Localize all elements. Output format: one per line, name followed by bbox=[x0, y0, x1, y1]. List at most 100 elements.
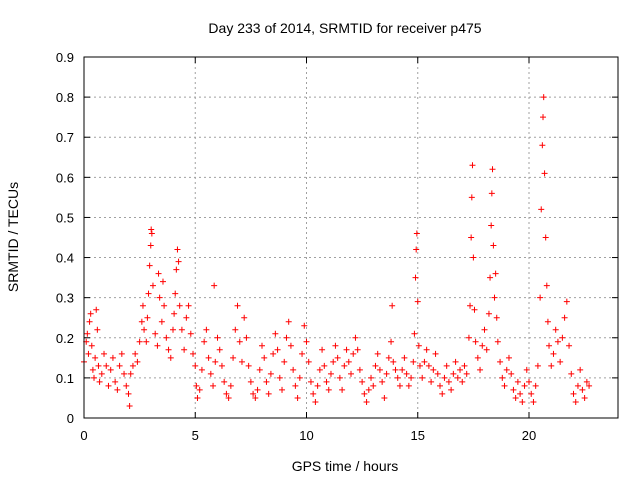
data-point bbox=[109, 354, 116, 361]
data-point bbox=[454, 374, 461, 381]
y-tick-label: 0.4 bbox=[56, 251, 74, 266]
data-point bbox=[98, 370, 105, 377]
data-point bbox=[474, 354, 481, 361]
data-point bbox=[583, 378, 590, 385]
data-point bbox=[287, 342, 294, 349]
data-point bbox=[230, 354, 237, 361]
data-point bbox=[483, 346, 490, 353]
data-point bbox=[149, 282, 156, 289]
data-point bbox=[159, 278, 166, 285]
data-point bbox=[86, 318, 93, 325]
x-tick-label: 5 bbox=[192, 428, 199, 443]
data-point bbox=[103, 362, 110, 369]
data-point bbox=[399, 366, 406, 373]
data-point bbox=[299, 350, 306, 357]
y-tick-label: 0.5 bbox=[56, 210, 74, 225]
y-tick-label: 0.8 bbox=[56, 90, 74, 105]
y-tick-labels: 0 0.1 0.2 0.3 0.4 0.5 0.6 0.7 0.8 0.9 bbox=[56, 50, 74, 426]
data-point bbox=[543, 282, 550, 289]
data-point bbox=[505, 354, 512, 361]
data-point bbox=[461, 362, 468, 369]
data-point bbox=[361, 390, 368, 397]
data-point bbox=[92, 354, 99, 361]
data-point bbox=[147, 242, 154, 249]
data-point bbox=[472, 338, 479, 345]
tick-marks bbox=[83, 56, 618, 419]
data-point bbox=[383, 370, 390, 377]
data-point bbox=[294, 394, 301, 401]
data-point bbox=[161, 302, 168, 309]
data-point bbox=[227, 382, 234, 389]
data-point bbox=[413, 230, 420, 237]
data-point bbox=[471, 306, 478, 313]
data-point bbox=[497, 358, 504, 365]
data-point bbox=[265, 390, 272, 397]
data-point bbox=[557, 358, 564, 365]
data-point bbox=[136, 338, 143, 345]
data-point bbox=[272, 330, 279, 337]
data-point bbox=[245, 362, 252, 369]
data-point bbox=[259, 342, 265, 349]
data-point bbox=[152, 330, 159, 337]
data-point bbox=[503, 366, 510, 373]
data-point bbox=[327, 370, 334, 377]
data-point bbox=[238, 358, 245, 365]
data-point bbox=[305, 358, 312, 365]
data-point bbox=[425, 362, 432, 369]
data-point bbox=[519, 398, 526, 405]
data-point bbox=[218, 362, 225, 369]
data-point bbox=[129, 362, 136, 369]
data-point bbox=[439, 390, 446, 397]
data-point bbox=[468, 194, 475, 201]
data-point bbox=[428, 378, 435, 385]
data-point bbox=[93, 306, 100, 313]
data-point bbox=[534, 362, 541, 369]
x-tick-label: 15 bbox=[411, 428, 425, 443]
data-point bbox=[526, 378, 532, 385]
data-point bbox=[134, 358, 141, 365]
x-tick-label: 20 bbox=[522, 428, 536, 443]
data-point bbox=[212, 358, 219, 365]
data-point bbox=[370, 382, 377, 389]
data-point bbox=[319, 346, 326, 353]
data-point bbox=[499, 374, 506, 381]
data-points bbox=[81, 94, 593, 409]
data-point bbox=[256, 366, 263, 373]
data-point bbox=[470, 254, 477, 261]
data-point bbox=[554, 338, 561, 345]
data-point bbox=[341, 362, 348, 369]
plot-frame bbox=[83, 56, 619, 419]
data-point bbox=[190, 350, 197, 357]
data-point bbox=[167, 354, 174, 361]
data-point bbox=[144, 314, 151, 321]
data-point bbox=[205, 354, 212, 361]
data-point bbox=[419, 374, 426, 381]
data-point bbox=[403, 370, 410, 377]
data-point bbox=[566, 342, 573, 349]
data-point bbox=[112, 378, 119, 385]
data-point bbox=[85, 350, 92, 357]
data-point bbox=[261, 354, 268, 361]
data-point bbox=[423, 346, 430, 353]
data-point bbox=[321, 362, 328, 369]
x-tick-labels: 0 5 10 15 20 bbox=[80, 428, 536, 443]
data-point bbox=[345, 358, 352, 365]
data-point bbox=[175, 258, 182, 265]
data-point bbox=[156, 294, 163, 301]
data-point bbox=[138, 318, 145, 325]
data-point bbox=[445, 378, 452, 385]
data-point bbox=[210, 382, 217, 389]
data-point bbox=[411, 330, 418, 337]
data-point bbox=[512, 394, 519, 401]
y-tick-label: 0.3 bbox=[56, 291, 74, 306]
data-point bbox=[194, 394, 201, 401]
data-point bbox=[234, 302, 241, 309]
data-point bbox=[141, 326, 148, 333]
data-point bbox=[107, 366, 114, 373]
data-point bbox=[87, 310, 94, 317]
data-point bbox=[552, 326, 559, 333]
data-point bbox=[254, 386, 261, 393]
data-point bbox=[394, 374, 401, 381]
data-point bbox=[542, 234, 549, 241]
data-point bbox=[563, 298, 570, 305]
